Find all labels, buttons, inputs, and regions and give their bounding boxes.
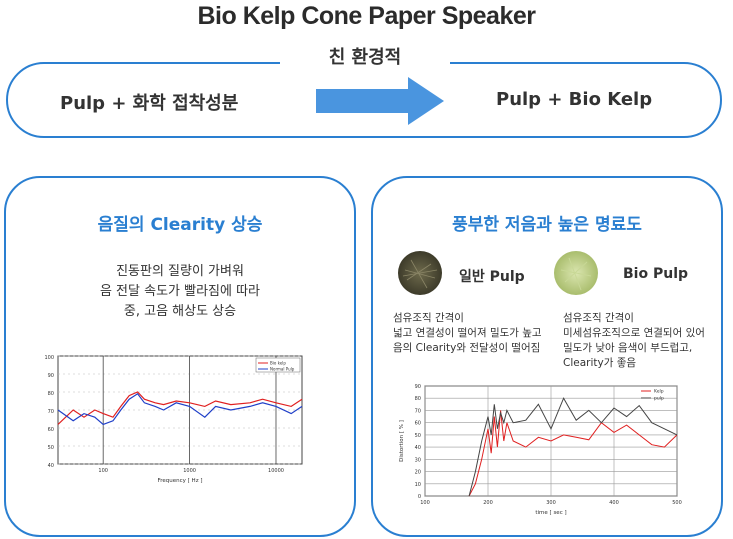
bass-clarity-title: 풍부한 저음과 높은 명료도 [452, 215, 642, 235]
clarity-card: 음질의 Clearity 상승 진동판의 질량이 가벼워 음 전달 속도가 빨라… [4, 176, 356, 537]
y-tick-label: 40 [415, 445, 421, 451]
legend-label: pulp [654, 396, 664, 402]
desc-line: 밀도가 낮아 음색이 부드럽고, [563, 342, 693, 354]
x-tick-label: 400 [609, 500, 619, 506]
bio-pulp-photo [554, 251, 598, 295]
y-tick-label: 50 [415, 433, 421, 439]
right-arrow-icon [316, 77, 444, 125]
x-tick-label: 300 [546, 500, 556, 506]
series-line [57, 392, 303, 426]
conventional-composition: Pulp + 화학 접착성분 [60, 93, 239, 114]
x-axis-label: Frequency [ Hz ] [158, 478, 203, 484]
desc-line: 섬유조직 간격이 [393, 312, 464, 324]
legend-label: Normal Pulp [270, 367, 295, 372]
y-tick-label: 90 [48, 373, 54, 379]
y-tick-label: 20 [415, 470, 421, 476]
desc-line: 음 전달 속도가 빨라짐에 따라 [99, 284, 261, 299]
bio-composition: Pulp + Bio Kelp [496, 89, 653, 110]
y-tick-label: 30 [415, 457, 421, 463]
eco-label: 친 환경적 [280, 43, 450, 69]
y-tick-label: 80 [48, 391, 54, 397]
y-tick-label: 100 [44, 355, 54, 361]
y-tick-label: 0 [418, 494, 421, 500]
frequency-response-chart: 100 90 80 70 60 50 40 100 1000 10000 Frequency [ H… [44, 355, 303, 484]
bass-clarity-card: 풍부한 저음과 높은 명료도 일반 Pulp Bio Pulp 섬유조직 간격이… [371, 176, 723, 537]
bio-pulp-description: 섬유조직 간격이 미세섬유조직으로 연결되어 있어 밀도가 낮아 음색이 부드럽… [563, 311, 705, 371]
x-tick-label: 100 [420, 500, 430, 506]
x-tick-label: 100 [98, 468, 108, 474]
series-line [57, 391, 303, 425]
series-line [468, 397, 678, 497]
legend-label: Bio kelp [270, 361, 286, 366]
y-tick-label: 60 [415, 421, 421, 427]
y-tick-label: 80 [415, 396, 421, 402]
y-tick-label: 40 [48, 463, 54, 469]
desc-line: 중, 고음 해상도 상승 [123, 304, 237, 319]
bio-pulp-label: Bio Pulp [623, 266, 689, 282]
series-line [468, 410, 678, 497]
x-tick-label: 200 [483, 500, 493, 506]
desc-line: 진동판의 질량이 가벼워 [116, 264, 244, 279]
normal-pulp-photo [398, 251, 442, 295]
x-tick-label: 10000 [268, 468, 284, 474]
normal-pulp-label: 일반 Pulp [459, 269, 525, 285]
x-tick-label: 1000 [183, 468, 196, 474]
y-tick-label: 90 [415, 384, 421, 390]
y-tick-label: 50 [48, 445, 54, 451]
desc-line: 음의 Clearity와 전달성이 떨어짐 [393, 342, 541, 354]
desc-line: 섬유조직 간격이 [563, 312, 634, 324]
y-tick-label: 70 [415, 408, 421, 414]
y-tick-label: 10 [415, 482, 421, 488]
desc-line: 넓고 연결성이 떨어져 밀도가 높고 [393, 327, 542, 339]
x-axis-label: time [ sec ] [535, 510, 566, 516]
y-tick-label: 60 [48, 427, 54, 433]
page-title: Bio Kelp Cone Paper Speaker [197, 2, 536, 30]
normal-pulp-description: 섬유조직 간격이 넓고 연결성이 떨어져 밀도가 높고 음의 Clearity와… [393, 311, 542, 356]
x-tick-label: 500 [672, 500, 682, 506]
y-tick-label: 70 [48, 409, 54, 415]
clarity-description: 진동판의 질량이 가벼워 음 전달 속도가 빨라짐에 따라 중, 고음 해상도 … [6, 262, 354, 322]
desc-line: Clearity가 좋음 [563, 357, 637, 369]
legend-label: Kelp [654, 389, 664, 395]
desc-line: 미세섬유조직으로 연결되어 있어 [563, 327, 705, 339]
y-axis-label: Distortion [ % ] [399, 420, 405, 462]
clarity-title: 음질의 Clearity 상승 [97, 215, 263, 235]
